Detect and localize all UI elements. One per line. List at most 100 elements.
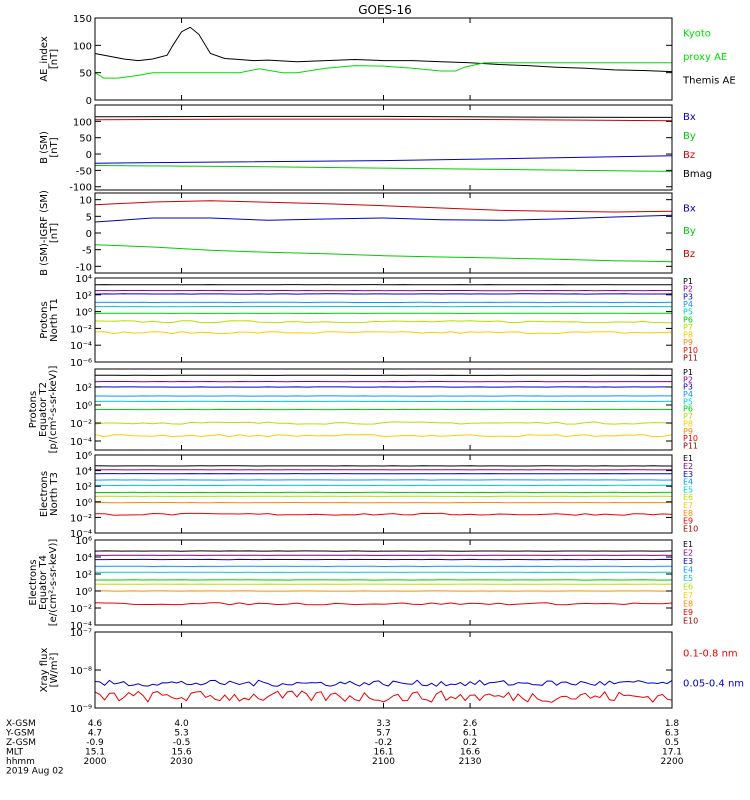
y-tick-label: 10⁰ xyxy=(75,587,92,598)
footer-value: 4.0 xyxy=(174,719,189,729)
legend-item: E2 xyxy=(683,548,693,557)
legend-item: Bz xyxy=(683,150,695,161)
footer-value: 2200 xyxy=(661,757,684,767)
y-axis-title: [nT] xyxy=(49,137,60,157)
y-tick-label: -100 xyxy=(69,183,92,194)
panel-frame xyxy=(94,104,673,191)
series-bmag xyxy=(94,115,673,118)
series-by xyxy=(94,165,673,172)
legend-item: P4 xyxy=(683,300,693,309)
legend-item: E8 xyxy=(683,509,693,518)
footer-value: 0.2 xyxy=(463,738,477,748)
y-axis-title: North T3 xyxy=(49,472,60,516)
panel-2: -100 -50 0 50 100 B (SM) [nT] Bx By Bz Bmag xyxy=(39,104,712,194)
footer-value: 6.3 xyxy=(665,729,679,739)
y-tick-label: 10⁻⁴ xyxy=(70,529,92,540)
figure-title: GOES-16 xyxy=(358,3,412,17)
series-bz xyxy=(94,200,673,213)
legend-item: 0.1-0.8 nm xyxy=(683,648,738,659)
y-axis-title: Equator T4 xyxy=(38,555,49,610)
y-tick-label: 10⁻⁷ xyxy=(70,628,92,639)
legend-item: E9 xyxy=(683,608,693,617)
y-tick-label: 10⁻⁴ xyxy=(70,341,92,352)
legend-item: P9 xyxy=(683,427,693,436)
panel-8: 10⁻⁹ 10⁻⁸ 10⁻⁷ Xray flux [W/m²] 0.1-0.8 nm 0.0… xyxy=(39,628,744,715)
footer-value: 16.6 xyxy=(460,748,480,758)
y-tick-label: 50 xyxy=(79,69,92,80)
y-tick-label: 10⁴ xyxy=(75,274,92,285)
legend-item: E4 xyxy=(683,565,693,574)
y-tick-label: 10⁶ xyxy=(75,451,92,462)
legend-item: P5 xyxy=(683,308,693,317)
legend-item: P4 xyxy=(683,390,693,399)
legend-item: E6 xyxy=(683,493,693,502)
y-tick-label: 10⁻⁴ xyxy=(70,621,92,632)
footer-value: 17.1 xyxy=(662,748,682,758)
footer-value: 1.8 xyxy=(665,719,680,729)
footer-value: 4.6 xyxy=(88,719,103,729)
legend-item: E5 xyxy=(683,574,693,583)
footer-value: -0.5 xyxy=(173,738,191,748)
footer-value: 3.3 xyxy=(376,719,390,729)
series-e9 xyxy=(94,512,673,516)
footer-value: 5.7 xyxy=(376,729,390,739)
series-e9 xyxy=(94,602,673,606)
y-tick-label: 0 xyxy=(86,229,92,240)
series-0-05-0-4-nm xyxy=(94,679,673,687)
y-tick-label: -10 xyxy=(76,262,92,273)
legend-item: P10 xyxy=(683,346,698,355)
footer-value: 0.5 xyxy=(665,738,679,748)
y-axis-title: [p/(cm²-s-sr-keV)] xyxy=(48,366,59,454)
series-bz xyxy=(94,118,673,122)
y-axis-title: Protons xyxy=(28,391,39,428)
series-p7 xyxy=(94,320,673,324)
legend-item: P8 xyxy=(683,331,693,340)
y-axis-title: [nT] xyxy=(49,49,60,69)
legend-item: E6 xyxy=(683,582,693,591)
legend-item: By xyxy=(683,226,696,237)
footer-row-label: Z-GSM xyxy=(6,738,36,748)
legend-item: 0.05-0.4 nm xyxy=(683,679,744,690)
y-tick-label: 10⁴ xyxy=(75,553,92,564)
legend-item: Kyoto xyxy=(683,29,711,40)
legend-item: Bx xyxy=(683,203,696,214)
panel-frame xyxy=(94,539,673,626)
y-tick-label: 10 xyxy=(79,196,92,207)
y-tick-label: 10² xyxy=(75,383,92,394)
series-themis-ae xyxy=(94,26,673,73)
y-tick-label: 10⁰ xyxy=(75,401,92,412)
panel-4: 10⁻⁶ 10⁻⁴ 10⁻² 10⁰ 10² 10⁴ Protons North T1 P1P2… xyxy=(39,274,698,369)
legend-item: P3 xyxy=(683,292,693,301)
footer-row-label: X-GSM xyxy=(6,719,36,729)
y-tick-label: 10⁻² xyxy=(70,419,92,430)
y-tick-label: 10² xyxy=(75,291,92,302)
legend-item: E9 xyxy=(683,517,693,526)
series-kyoto-proxy-ae xyxy=(94,62,672,79)
legend-item: Bx xyxy=(683,112,696,123)
y-tick-label: 0 xyxy=(86,150,92,161)
y-tick-label: -5 xyxy=(82,246,92,257)
panel-frame xyxy=(94,454,673,534)
footer-value: -0.9 xyxy=(86,738,104,748)
y-tick-label: 50 xyxy=(79,134,92,145)
footer-value: 2100 xyxy=(372,757,395,767)
legend-item: E3 xyxy=(683,557,693,566)
footer-row-label: hhmm xyxy=(6,757,35,767)
panel-frame xyxy=(94,631,673,709)
y-axis-title: Xray flux xyxy=(39,648,50,693)
legend-item: P11 xyxy=(683,442,698,451)
legend-item: E5 xyxy=(683,485,693,494)
legend-item: proxy AE xyxy=(683,52,727,63)
y-tick-label: -50 xyxy=(76,166,92,177)
legend-item: P11 xyxy=(683,353,698,362)
footer-row-label: MLT xyxy=(6,748,24,758)
y-tick-label: 10⁴ xyxy=(75,467,92,478)
legend-item: P7 xyxy=(683,323,693,332)
panel-frame xyxy=(94,192,673,274)
legend-item: Bz xyxy=(683,249,695,260)
y-tick-label: 0 xyxy=(86,96,92,107)
panel-frame xyxy=(94,17,673,101)
y-axis-title: Equator T2 xyxy=(38,382,49,437)
y-axis-title: B (SM)-IGRF (SM) xyxy=(39,190,50,276)
